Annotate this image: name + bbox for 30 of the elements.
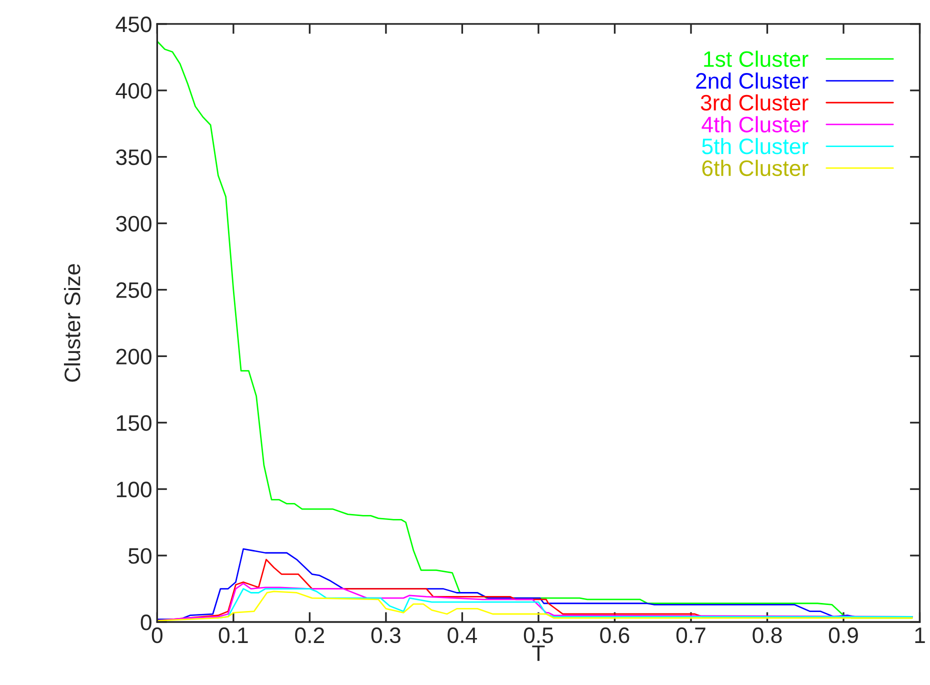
y-tick-label: 250	[116, 282, 152, 298]
line-series	[157, 590, 913, 622]
x-tick-label: 0.7	[676, 627, 706, 644]
y-tick-label: 50	[128, 548, 152, 564]
y-axis-title: Cluster Size	[64, 264, 80, 382]
y-tick-label: 150	[116, 415, 152, 431]
x-tick-label: 0.1	[218, 627, 248, 644]
x-tick-label: 0.3	[371, 627, 400, 644]
y-tick-label: 200	[116, 348, 152, 364]
legend-label: 6th Cluster	[702, 160, 808, 176]
x-tick-label: 1	[915, 628, 925, 643]
legend-label: 3rd Cluster	[700, 94, 808, 111]
legend-label: 5th Cluster	[702, 138, 808, 154]
x-tick-label: 0	[152, 627, 162, 644]
y-tick-label: 450	[116, 16, 152, 32]
x-axis-title: T	[532, 646, 545, 661]
legend-label: 4th Cluster	[702, 116, 808, 132]
x-tick-label: 0.4	[448, 627, 478, 644]
legend-label: 2nd Cluster	[696, 72, 808, 89]
y-tick-label: 400	[116, 82, 152, 99]
y-tick-label: 350	[116, 149, 152, 166]
y-tick-label: 100	[116, 482, 152, 498]
legend-label: 1st Cluster	[704, 50, 808, 67]
x-tick-label: 0.8	[752, 627, 782, 644]
x-tick-label: 0.2	[295, 627, 324, 644]
x-tick-label: 0.6	[600, 627, 630, 644]
y-tick-label: 300	[116, 216, 152, 232]
y-tick-label: 0	[140, 614, 152, 630]
x-tick-label: 0.5	[524, 627, 553, 644]
x-tick-label: 0.9	[828, 627, 858, 644]
